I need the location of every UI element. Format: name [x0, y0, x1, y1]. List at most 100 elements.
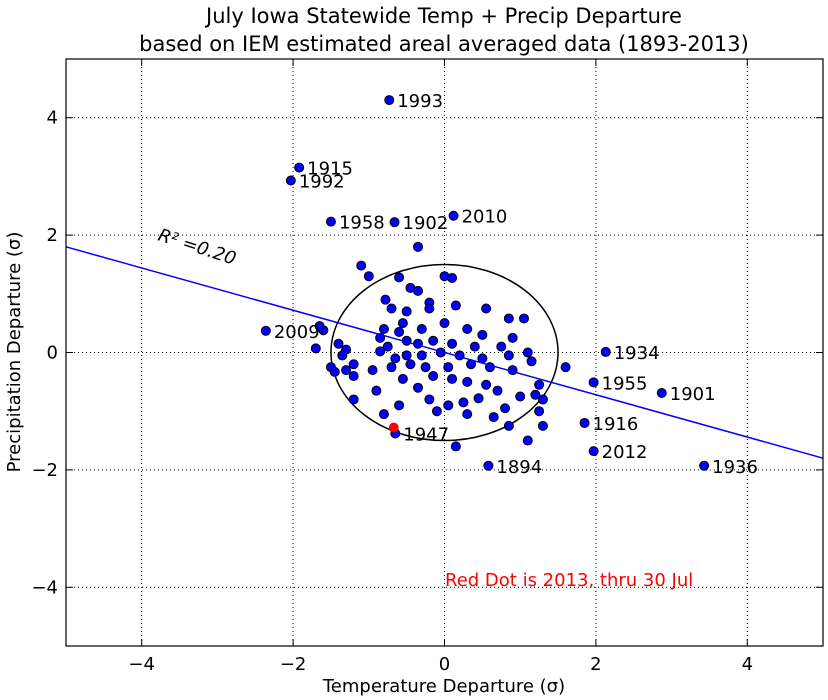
year-label-1902: 1902 — [403, 213, 449, 234]
data-point — [405, 359, 416, 370]
data-point — [515, 391, 526, 402]
data-point — [329, 366, 340, 377]
data-point-1902 — [389, 217, 400, 228]
data-point — [447, 338, 458, 349]
annotation-note: Red Dot is 2013, thru 30 Jul — [445, 570, 693, 591]
data-point — [424, 303, 435, 314]
data-point — [394, 400, 405, 411]
year-label-1901: 1901 — [670, 384, 716, 405]
regression-line — [65, 246, 824, 459]
x-tick-label: 4 — [742, 654, 753, 675]
data-point — [462, 324, 473, 335]
data-point — [462, 409, 473, 420]
x-axis-label: Temperature Departure (σ) — [322, 676, 565, 697]
data-point — [386, 303, 397, 314]
data-point-1915 — [294, 162, 305, 173]
data-point — [503, 350, 514, 361]
data-point — [534, 379, 545, 390]
data-point-1958 — [325, 216, 336, 227]
y-tick-label: −4 — [31, 577, 58, 598]
data-point — [469, 341, 480, 352]
data-point — [526, 356, 537, 367]
data-point — [413, 285, 424, 296]
year-label-1993: 1993 — [397, 91, 443, 112]
data-point-1992 — [285, 175, 296, 186]
data-point — [371, 385, 382, 396]
data-point — [450, 441, 461, 452]
data-point-1936 — [699, 460, 710, 471]
data-point — [488, 412, 499, 423]
data-point — [378, 324, 389, 335]
data-point-1993 — [384, 95, 395, 106]
data-point-2009 — [260, 325, 271, 336]
data-point — [481, 303, 492, 314]
y-axis-label: Precipitation Departure (σ) — [4, 232, 25, 473]
data-point-1901 — [656, 388, 667, 399]
data-point — [356, 260, 367, 271]
data-point — [386, 362, 397, 373]
year-label-1916: 1916 — [593, 414, 639, 435]
year-label-2012: 2012 — [602, 442, 648, 463]
chart-title: July Iowa Statewide Temp + Precip Depart… — [204, 4, 682, 28]
data-point — [348, 370, 359, 381]
data-point — [333, 338, 344, 349]
data-point — [447, 373, 458, 384]
year-label-1947: 1947 — [403, 425, 449, 446]
data-point — [397, 318, 408, 329]
data-point — [537, 394, 548, 405]
y-tick-label: 2 — [47, 225, 58, 246]
data-point — [394, 272, 405, 283]
x-tick-label: 0 — [439, 654, 450, 675]
data-point — [397, 373, 408, 384]
data-point — [367, 365, 378, 376]
data-point — [481, 379, 492, 390]
data-point-2012 — [588, 446, 599, 457]
data-point — [390, 353, 401, 364]
data-point — [492, 385, 503, 396]
std-dev-ellipse — [330, 263, 559, 442]
axis-ticks: −4 −2 0 2 4 −4 −2 0 2 4 — [31, 59, 823, 675]
data-point — [394, 326, 405, 337]
data-point — [375, 346, 386, 357]
data-point — [424, 394, 435, 405]
data-point-1955 — [588, 377, 599, 388]
data-point — [428, 370, 439, 381]
data-point — [537, 420, 548, 431]
highlight-point-2013 — [388, 422, 399, 433]
year-label-1894: 1894 — [496, 457, 542, 478]
data-point — [443, 362, 454, 373]
data-point — [522, 347, 533, 358]
data-point — [314, 321, 325, 332]
data-point — [439, 318, 450, 329]
data-point — [431, 406, 442, 417]
data-point — [522, 435, 533, 446]
y-tick-label: 4 — [47, 108, 58, 129]
data-point — [420, 362, 431, 373]
data-point — [337, 350, 348, 361]
year-label-1955: 1955 — [602, 373, 648, 394]
data-point — [416, 324, 427, 335]
data-point — [401, 306, 412, 317]
data-point — [500, 403, 511, 414]
data-point — [560, 362, 571, 373]
data-point-1934 — [600, 346, 611, 357]
data-point — [450, 300, 461, 311]
data-point — [380, 294, 391, 305]
data-point — [507, 332, 518, 343]
data-point — [458, 397, 469, 408]
data-point-1894 — [483, 460, 494, 471]
data-point — [503, 420, 514, 431]
data-point — [443, 400, 454, 411]
data-point — [382, 341, 393, 352]
data-point — [447, 272, 458, 283]
year-label-2009: 2009 — [274, 322, 320, 343]
data-point — [496, 341, 507, 352]
data-point — [518, 313, 529, 324]
data-point — [462, 376, 473, 387]
data-point — [428, 335, 439, 346]
year-label-2010: 2010 — [462, 207, 508, 228]
year-label-1934: 1934 — [614, 343, 660, 364]
year-label-1915: 1915 — [307, 159, 353, 180]
